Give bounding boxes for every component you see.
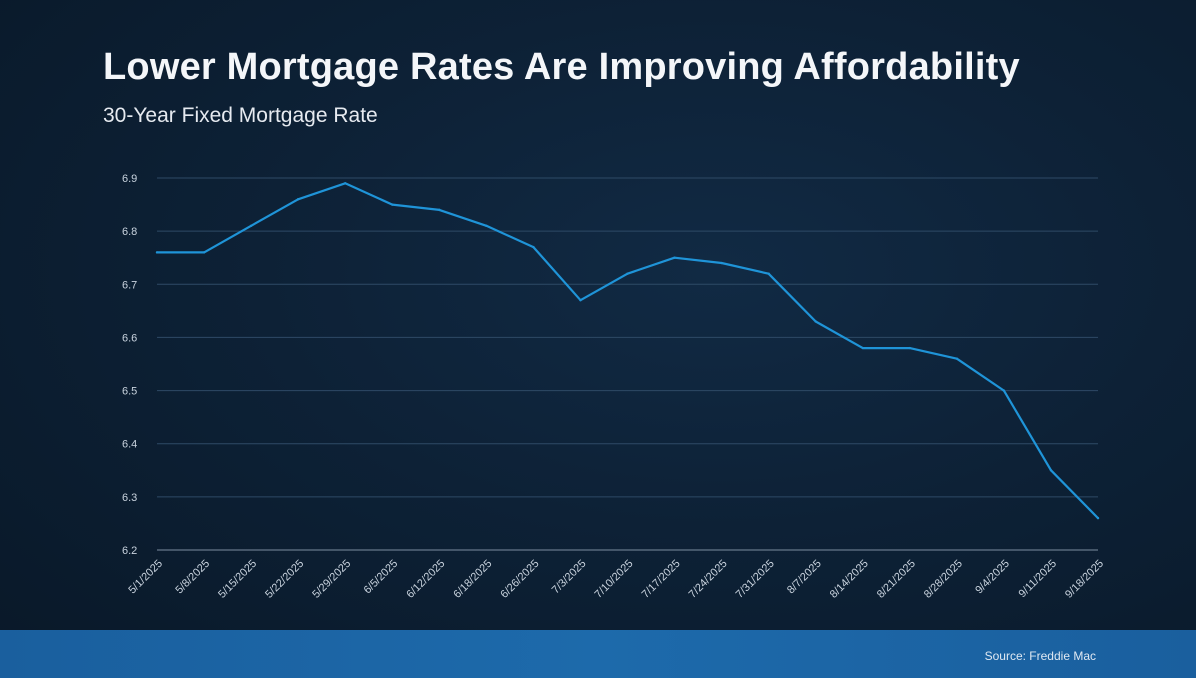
source-label: Source: Freddie Mac xyxy=(984,649,1096,663)
data-point xyxy=(1096,516,1100,520)
x-tick-label: 5/8/2025 xyxy=(173,558,212,597)
data-point xyxy=(391,203,394,206)
x-axis-ticks: 5/1/2025 5/8/2025 5/15/2025 5/22/2025 5/29/2… xyxy=(126,558,1106,601)
x-tick-label: 9/18/2025 xyxy=(1063,558,1106,601)
y-tick-label: 6.9 xyxy=(122,173,137,185)
x-tick-label: 7/17/2025 xyxy=(640,558,683,601)
data-point xyxy=(1002,389,1006,392)
y-tick-label: 6.7 xyxy=(122,279,137,291)
x-tick-label: 5/15/2025 xyxy=(216,558,259,601)
y-tick-label: 6.2 xyxy=(122,545,137,557)
x-tick-label: 7/3/2025 xyxy=(550,558,589,597)
x-tick-label: 6/12/2025 xyxy=(404,558,447,601)
x-tick-label: 8/7/2025 xyxy=(785,558,824,597)
data-point xyxy=(626,272,629,275)
data-point xyxy=(673,256,676,259)
x-tick-label: 5/1/2025 xyxy=(126,558,165,597)
data-points xyxy=(155,182,1100,520)
y-axis-ticks: 6.2 6.3 6.4 6.5 6.6 6.7 6.8 6.9 xyxy=(122,173,137,557)
x-tick-label: 9/4/2025 xyxy=(973,558,1012,597)
data-point xyxy=(861,346,864,350)
data-point xyxy=(249,224,253,228)
data-point xyxy=(720,261,723,265)
chart-subtitle: 30-Year Fixed Mortgage Rate xyxy=(103,104,378,127)
data-point xyxy=(202,251,206,254)
data-point xyxy=(955,357,959,360)
footer-bar: Source: Freddie Mac xyxy=(0,630,1196,678)
data-point xyxy=(485,224,488,228)
series-line xyxy=(155,182,1100,520)
y-tick-label: 6.6 xyxy=(122,332,137,344)
x-tick-label: 8/21/2025 xyxy=(875,558,918,601)
y-tick-label: 6.5 xyxy=(122,386,137,398)
x-tick-label: 8/28/2025 xyxy=(922,558,965,601)
x-tick-label: 5/29/2025 xyxy=(310,558,353,601)
data-point xyxy=(438,208,441,212)
line-chart: 6.2 6.3 6.4 6.5 6.6 6.7 6.8 6.9 5/1/2025 5/8/2025… xyxy=(122,173,1106,601)
data-point xyxy=(579,299,582,302)
data-point xyxy=(344,182,347,185)
data-point xyxy=(296,198,300,201)
x-tick-label: 7/24/2025 xyxy=(687,558,730,601)
x-tick-label: 7/31/2025 xyxy=(734,558,777,601)
x-tick-label: 8/14/2025 xyxy=(828,558,871,601)
data-point xyxy=(908,346,911,350)
chart-title: Lower Mortgage Rates Are Improving Affor… xyxy=(103,46,1020,88)
x-tick-label: 7/10/2025 xyxy=(593,558,636,601)
data-point xyxy=(155,251,159,254)
x-tick-label: 9/11/2025 xyxy=(1017,558,1060,601)
data-point xyxy=(532,245,535,249)
grid-lines xyxy=(157,177,1098,551)
y-tick-label: 6.3 xyxy=(122,492,137,504)
y-tick-label: 6.8 xyxy=(122,226,137,238)
y-tick-label: 6.4 xyxy=(122,439,137,451)
x-tick-label: 6/5/2025 xyxy=(362,558,401,597)
x-tick-label: 5/22/2025 xyxy=(263,558,306,601)
x-tick-label: 6/18/2025 xyxy=(451,558,494,601)
data-point xyxy=(767,272,770,275)
x-tick-label: 6/26/2025 xyxy=(498,558,541,601)
data-point xyxy=(1049,469,1053,472)
data-point xyxy=(814,320,817,323)
